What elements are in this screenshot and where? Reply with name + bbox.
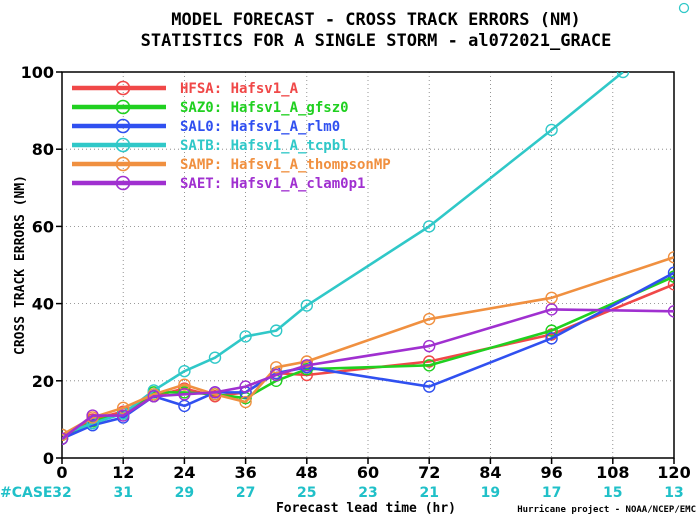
data-point bbox=[423, 359, 436, 372]
data-point bbox=[178, 378, 191, 391]
legend-label: HFSA: Hafsv1_A bbox=[180, 81, 299, 97]
y-tick-label: 40 bbox=[32, 295, 54, 314]
data-point bbox=[667, 251, 674, 264]
case-count: 13 bbox=[664, 485, 683, 501]
legend-item-samp: SAMP: Hafsv1_A_thompsonMP bbox=[72, 156, 391, 173]
legend-label: SAZ0: Hafsv1_A_gfsz0 bbox=[180, 100, 349, 116]
x-tick-label: 12 bbox=[112, 463, 134, 482]
x-axis-label: Forecast lead time (hr) bbox=[276, 501, 456, 516]
y-tick-label: 60 bbox=[32, 217, 54, 236]
data-point bbox=[545, 324, 558, 337]
data-point bbox=[270, 324, 283, 337]
data-point bbox=[239, 395, 252, 409]
legend-label: SAMP: Hafsv1_A_thompsonMP bbox=[180, 157, 391, 173]
x-tick-label: 36 bbox=[234, 463, 256, 482]
case-count: 29 bbox=[175, 485, 194, 501]
legend-item-saz0: SAZ0: Hafsv1_A_gfsz0 bbox=[72, 99, 349, 116]
data-point bbox=[208, 386, 222, 399]
legend-label: SAL0: Hafsv1_A_rlm0 bbox=[180, 119, 340, 135]
data-point bbox=[545, 303, 558, 316]
legend-marker-icon bbox=[115, 137, 131, 153]
data-point bbox=[667, 278, 674, 291]
legend-marker-icon bbox=[115, 80, 131, 96]
data-point bbox=[62, 432, 69, 445]
series-satb bbox=[62, 72, 630, 442]
legend-marker-icon bbox=[115, 99, 131, 115]
x-tick-label: 60 bbox=[357, 463, 379, 482]
x-tick-label: 0 bbox=[56, 463, 67, 482]
data-point bbox=[423, 355, 436, 368]
data-point bbox=[300, 355, 313, 368]
x-tick-label: 72 bbox=[418, 463, 440, 482]
corner-marker-icon bbox=[678, 2, 690, 14]
case-count: 21 bbox=[419, 485, 438, 501]
x-tick-label: 120 bbox=[657, 463, 690, 482]
y-tick-label: 20 bbox=[32, 372, 54, 391]
x-tick-label: 84 bbox=[479, 463, 501, 482]
series-saz0 bbox=[62, 270, 674, 445]
data-point bbox=[300, 299, 313, 312]
data-point bbox=[423, 220, 436, 233]
legend-label: SATB: Hafsv1_A_tcpbl bbox=[180, 138, 349, 154]
case-count: 23 bbox=[358, 485, 377, 501]
case-count: 32 bbox=[52, 485, 71, 501]
y-tick-label: 0 bbox=[43, 449, 54, 468]
legend-item-satb: SATB: Hafsv1_A_tcpbl bbox=[72, 137, 349, 154]
data-point bbox=[116, 401, 130, 415]
y-tick-label: 80 bbox=[32, 140, 54, 159]
data-point bbox=[178, 364, 191, 378]
legend-item-saet: SAET: Hafsv1_A_clam0p1 bbox=[72, 175, 365, 192]
data-point bbox=[616, 72, 630, 79]
data-point bbox=[147, 390, 161, 403]
case-count: 25 bbox=[297, 485, 316, 501]
chart-title: MODEL FORECAST - CROSS TRACK ERRORS (NM) bbox=[171, 10, 580, 30]
case-count: 17 bbox=[542, 485, 561, 501]
legend-marker-icon bbox=[115, 175, 131, 191]
x-tick-label: 108 bbox=[596, 463, 629, 482]
data-point bbox=[423, 380, 436, 393]
data-point bbox=[239, 380, 252, 393]
legend-marker-icon bbox=[115, 118, 131, 134]
series-saet bbox=[62, 303, 674, 445]
data-point bbox=[208, 351, 222, 364]
data-point bbox=[667, 266, 674, 279]
data-point bbox=[300, 359, 313, 372]
chart-subtitle: STATISTICS FOR A SINGLE STORM - al072021… bbox=[141, 31, 612, 51]
data-point bbox=[270, 361, 283, 374]
case-count: 19 bbox=[481, 485, 500, 501]
legend-label: SAET: Hafsv1_A_clam0p1 bbox=[180, 176, 365, 192]
data-point bbox=[667, 305, 674, 318]
data-point bbox=[178, 388, 191, 401]
case-label: #CASE bbox=[0, 485, 53, 501]
data-point bbox=[270, 368, 283, 382]
legend-marker-icon bbox=[115, 156, 131, 172]
case-count: 27 bbox=[236, 485, 255, 501]
data-point bbox=[423, 312, 436, 326]
data-point bbox=[239, 330, 252, 343]
credit-text: Hurricane project - NOAA/NCEP/EMC bbox=[517, 504, 696, 515]
case-count: 15 bbox=[603, 485, 622, 501]
x-tick-label: 48 bbox=[296, 463, 318, 482]
data-point bbox=[545, 332, 558, 345]
legend-item-sal0: SAL0: Hafsv1_A_rlm0 bbox=[72, 118, 340, 135]
data-point bbox=[116, 409, 130, 422]
y-axis-label: CROSS TRACK ERRORS (NM) bbox=[13, 175, 28, 355]
data-point bbox=[545, 123, 558, 137]
data-point bbox=[86, 409, 99, 422]
x-tick-label: 96 bbox=[540, 463, 562, 482]
case-count: 31 bbox=[113, 485, 132, 501]
data-point bbox=[423, 339, 436, 353]
legend-item-hfsa: HFSA: Hafsv1_A bbox=[72, 80, 299, 97]
x-tick-label: 24 bbox=[173, 463, 195, 482]
y-tick-label: 100 bbox=[21, 63, 54, 82]
